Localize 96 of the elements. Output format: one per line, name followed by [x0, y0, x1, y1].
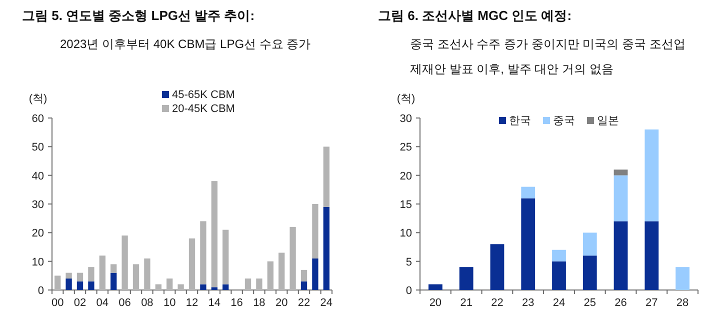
bar	[110, 264, 117, 273]
chart-title: 그림 5. 연도별 중소형 LPG선 발주 추이:	[22, 8, 255, 23]
y-axis-title: (척)	[396, 93, 416, 105]
x-tick-label: 26	[614, 297, 627, 309]
bar	[552, 261, 566, 290]
y-tick-label: 20	[400, 170, 412, 182]
bar	[66, 272, 72, 279]
y-tick-label: 10	[32, 256, 44, 268]
y-tick-label: 5	[406, 256, 412, 268]
x-tick-label: 24	[552, 297, 566, 309]
y-axis-title: (척)	[28, 93, 48, 105]
bar	[188, 238, 196, 290]
bar	[122, 236, 128, 290]
bar	[256, 278, 262, 290]
legend-label: 20-45K CBM	[172, 103, 235, 115]
bar	[244, 278, 252, 290]
x-tick-label: 04	[96, 297, 109, 309]
legend-label: 일본	[597, 115, 619, 127]
x-tick-label: 02	[74, 297, 86, 309]
bar	[76, 281, 84, 290]
x-tick-label: 25	[584, 297, 596, 309]
bar	[132, 264, 140, 290]
chart-subtitle: 중국 조선사 수주 증가 중이지만 미국의 중국 조선업 제재안 발표 이후, 발주 대안 거의 없음	[410, 37, 686, 76]
y-tick-label: 50	[32, 142, 44, 154]
bar	[278, 252, 285, 290]
y-tick-label: 30	[32, 199, 44, 211]
bar	[644, 129, 659, 222]
bar	[88, 267, 94, 282]
chart-title: 그림 6. 조선사별 MGC 인도 예정:	[378, 8, 572, 23]
bar	[459, 267, 474, 290]
bar	[54, 276, 61, 290]
y-tick-label: 30	[400, 113, 412, 125]
bar	[676, 267, 690, 290]
bar	[614, 175, 628, 222]
bar	[614, 170, 628, 176]
x-tick-label: 28	[676, 297, 689, 309]
bar	[222, 284, 229, 290]
y-tick-label: 20	[32, 228, 44, 240]
x-tick-label: 08	[141, 297, 154, 309]
y-tick-label: 60	[32, 113, 44, 125]
y-tick-label: 25	[400, 142, 412, 154]
y-tick-label: 0	[406, 285, 412, 297]
bar	[521, 186, 536, 198]
bar	[300, 281, 308, 290]
y-tick-label: 15	[400, 199, 412, 211]
bar	[211, 287, 218, 290]
x-tick-label: 22	[298, 297, 310, 309]
x-tick-label: 21	[460, 297, 472, 309]
bar	[312, 258, 318, 290]
bar	[76, 272, 84, 282]
bar	[178, 284, 184, 290]
x-tick-label: 20	[275, 297, 288, 309]
y-tick-label: 10	[400, 228, 412, 240]
x-tick-label: 16	[230, 297, 243, 309]
bar	[155, 284, 162, 290]
bar	[66, 278, 72, 290]
bar	[323, 206, 330, 290]
x-tick-label: 12	[186, 297, 198, 309]
bar	[200, 221, 206, 284]
legend-label: 한국	[509, 115, 531, 127]
bar	[144, 258, 150, 290]
bar	[290, 226, 296, 290]
y-tick-label: 40	[32, 170, 44, 182]
bar	[88, 281, 94, 290]
x-tick-label: 23	[522, 297, 534, 309]
x-tick-label: 06	[118, 297, 131, 309]
bar	[166, 278, 173, 290]
bar	[211, 181, 218, 288]
bar	[614, 221, 628, 290]
x-tick-label: 22	[491, 297, 504, 309]
bar	[200, 284, 206, 290]
legend-label: 45-65K CBM	[172, 89, 235, 101]
x-tick-label: 24	[320, 297, 333, 309]
bar	[521, 198, 536, 290]
x-tick-label: 00	[51, 297, 64, 309]
x-tick-label: 27	[646, 297, 658, 309]
bar	[428, 284, 442, 290]
bar	[582, 256, 597, 290]
bar	[582, 232, 597, 256]
bar	[323, 146, 330, 207]
x-tick-label: 18	[253, 297, 266, 309]
bar	[99, 256, 106, 290]
chart-subtitle: 2023년 이후부터 40K CBM급 LPG선 수요 증가	[60, 37, 311, 51]
bar	[312, 204, 318, 258]
bar	[300, 270, 308, 282]
y-tick-label: 0	[38, 285, 44, 297]
bar	[110, 272, 117, 290]
bar	[644, 221, 659, 290]
legend-label: 중국	[553, 115, 575, 127]
bar	[267, 261, 274, 290]
bar	[490, 244, 504, 290]
bar	[222, 230, 229, 284]
bar	[552, 250, 566, 262]
x-tick-label: 20	[429, 297, 442, 309]
x-tick-label: 14	[208, 297, 221, 309]
x-tick-label: 10	[163, 297, 176, 309]
